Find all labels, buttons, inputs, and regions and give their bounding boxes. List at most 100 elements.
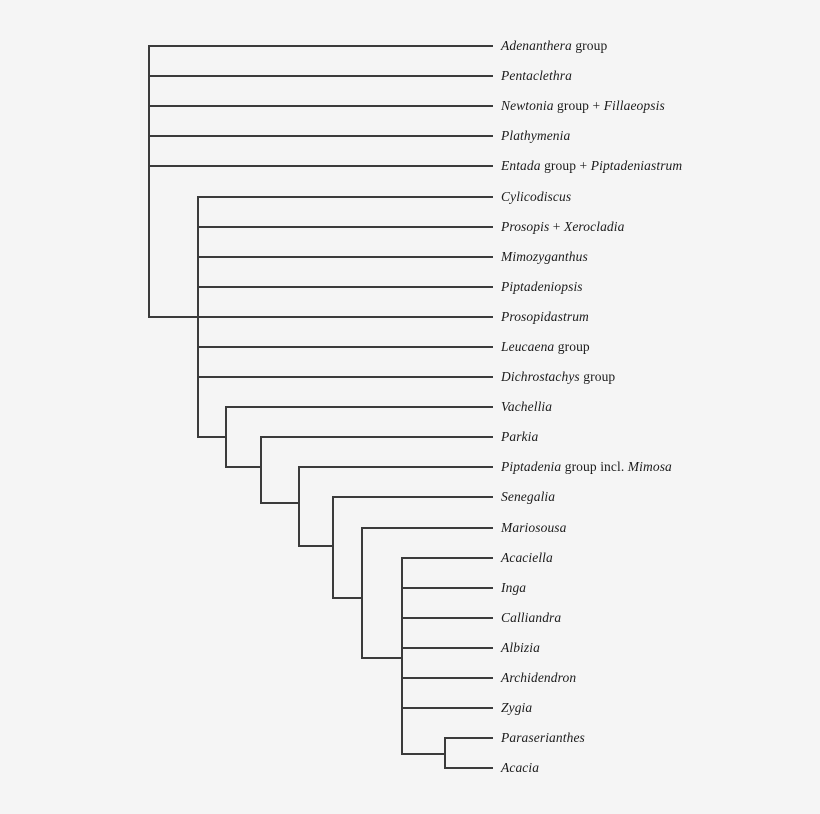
taxon-name-italic: Leucaena	[501, 339, 555, 354]
taxon-name-italic: Piptadeniopsis	[501, 279, 583, 294]
branch-leucaena-group	[197, 346, 493, 348]
taxon-name-italic: Inga	[501, 580, 527, 595]
taxon-name-italic: Plathymenia	[501, 128, 571, 143]
branch-zygia	[401, 707, 493, 709]
connector-mariosousa-to-ingoid	[361, 657, 403, 659]
branch-inga	[401, 587, 493, 589]
taxon-name-italic: Adenanthera	[501, 38, 572, 53]
connector-piptadenia-to-senegalia	[298, 545, 334, 547]
taxon-label-senegalia: Senegalia	[501, 488, 555, 506]
branch-piptadeniopsis	[197, 286, 493, 288]
connector-ingoid-to-acacia-cherry	[401, 753, 446, 755]
branch-entada-group-piptadeniastrum	[148, 165, 493, 167]
clade-line-ingoid	[401, 557, 403, 755]
taxon-name-italic: Piptadenia	[501, 459, 562, 474]
taxon-label-prosopidastrum: Prosopidastrum	[501, 308, 589, 326]
taxon-label-zygia: Zygia	[501, 699, 532, 717]
taxon-label-parkia: Parkia	[501, 428, 538, 446]
taxon-name-roman: group +	[553, 98, 604, 113]
clade-line-acacia-cherry	[444, 737, 446, 769]
taxon-label-piptadenia-group-incl-mimosa: Piptadenia group incl. Mimosa	[501, 458, 672, 476]
taxon-label-cylicodiscus: Cylicodiscus	[501, 188, 571, 206]
taxon-name-italic: Prosopidastrum	[501, 309, 589, 324]
taxon-name-italic: Senegalia	[501, 489, 556, 504]
branch-prosopidastrum	[148, 316, 493, 318]
taxon-label-inga: Inga	[501, 579, 526, 597]
branch-mimozyganthus	[197, 256, 493, 258]
taxon-name-roman: +	[549, 219, 564, 234]
taxon-label-prosopis-xerocladia: Prosopis + Xerocladia	[501, 218, 624, 236]
taxon-name-italic: Mimozyganthus	[501, 249, 588, 264]
clade-line-parkia-up	[260, 436, 262, 504]
clade-line-senegalia-up	[332, 496, 334, 599]
taxon-name-italic: Cylicodiscus	[501, 189, 572, 204]
taxon-label-leucaena-group: Leucaena group	[501, 338, 590, 356]
taxon-name-italic: Mimosa	[627, 459, 672, 474]
taxon-name-italic: Mariosousa	[501, 520, 567, 535]
taxon-name-italic: Acacia	[501, 760, 540, 775]
taxon-name-roman: group incl.	[561, 459, 628, 474]
taxon-name-italic: Piptadeniastrum	[590, 158, 683, 173]
taxon-name-italic: Entada	[501, 158, 541, 173]
taxon-name-italic: Archidendron	[501, 670, 577, 685]
branch-paraserianthes	[444, 737, 493, 739]
clade-line-root	[148, 45, 150, 318]
connector-vachellia-to-parkia-clade	[225, 466, 262, 468]
taxon-label-pentaclethra: Pentaclethra	[501, 67, 572, 85]
taxon-label-newtonia-group-fillaeopsis: Newtonia group + Fillaeopsis	[501, 97, 665, 115]
taxon-name-italic: Dichrostachys	[501, 369, 580, 384]
taxon-name-italic: Newtonia	[501, 98, 554, 113]
taxon-label-paraserianthes: Paraserianthes	[501, 729, 585, 747]
branch-plathymenia	[148, 135, 493, 137]
taxon-name-italic: Zygia	[501, 700, 533, 715]
branch-piptadenia-group-incl-mimosa	[298, 466, 493, 468]
taxon-label-mariosousa: Mariosousa	[501, 519, 567, 537]
taxon-label-plathymenia: Plathymenia	[501, 127, 570, 145]
taxon-name-roman: group	[571, 38, 608, 53]
taxon-label-piptadeniopsis: Piptadeniopsis	[501, 278, 583, 296]
taxon-label-entada-group-piptadeniastrum: Entada group + Piptadeniastrum	[501, 157, 682, 175]
clade-line-piptadenia-up	[298, 466, 300, 547]
taxon-label-mimozyganthus: Mimozyganthus	[501, 248, 588, 266]
branch-dichrostachys-group	[197, 376, 493, 378]
taxon-name-italic: Parkia	[501, 429, 539, 444]
branch-vachellia	[225, 406, 493, 408]
taxon-name-roman: group	[554, 339, 590, 354]
branch-newtonia-group-fillaeopsis	[148, 105, 493, 107]
taxon-label-calliandra: Calliandra	[501, 609, 561, 627]
branch-acaciella	[401, 557, 493, 559]
branch-mariosousa	[361, 527, 493, 529]
branch-prosopis-xerocladia	[197, 226, 493, 228]
branch-parkia	[260, 436, 493, 438]
taxon-name-italic: Xerocladia	[563, 219, 625, 234]
branch-calliandra	[401, 617, 493, 619]
taxon-name-roman: group	[579, 369, 616, 384]
branch-archidendron	[401, 677, 493, 679]
connector-senegalia-to-mariosousa	[332, 597, 363, 599]
connector-parkia-to-piptadenia-clade	[260, 502, 300, 504]
branch-albizia	[401, 647, 493, 649]
branch-acacia	[444, 767, 493, 769]
taxon-label-dichrostachys-group: Dichrostachys group	[501, 368, 615, 386]
taxon-name-italic: Calliandra	[501, 610, 562, 625]
taxon-name-italic: Fillaeopsis	[603, 98, 665, 113]
branch-cylicodiscus	[197, 196, 493, 198]
taxon-name-italic: Albizia	[501, 640, 540, 655]
taxon-label-adenanthera-group: Adenanthera group	[501, 37, 607, 55]
taxon-name-roman: group +	[540, 158, 591, 173]
taxon-label-vachellia: Vachellia	[501, 398, 552, 416]
taxon-name-italic: Paraserianthes	[501, 730, 585, 745]
taxon-name-italic: Acaciella	[501, 550, 553, 565]
branch-adenanthera-group	[148, 45, 493, 47]
taxon-label-acaciella: Acaciella	[501, 549, 553, 567]
connector-core-to-vachellia-clade	[197, 436, 227, 438]
branch-senegalia	[332, 496, 493, 498]
branch-pentaclethra	[148, 75, 493, 77]
clade-line-mariosousa-up	[361, 527, 363, 659]
taxon-label-archidendron: Archidendron	[501, 669, 576, 687]
taxon-label-albizia: Albizia	[501, 639, 540, 657]
taxon-name-italic: Prosopis	[501, 219, 550, 234]
taxon-name-italic: Vachellia	[501, 399, 553, 414]
